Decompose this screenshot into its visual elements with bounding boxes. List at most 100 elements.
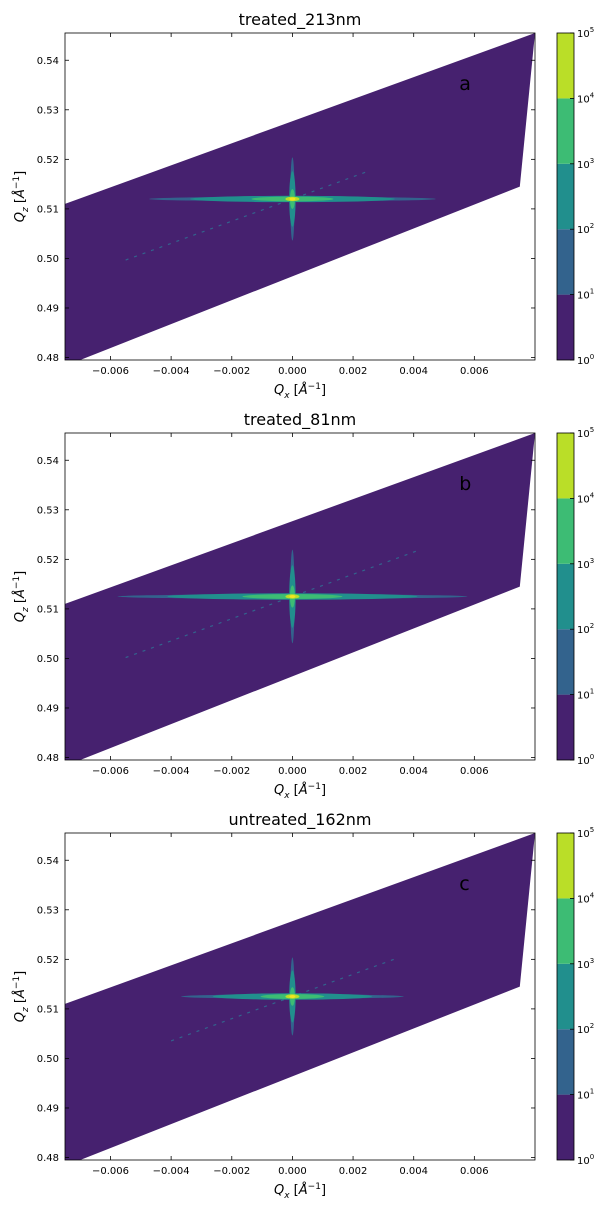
colorbar-tick-label: 105 <box>577 26 594 40</box>
y-tick-label: 0.53 <box>37 105 59 116</box>
colorbar-tick-label: 100 <box>577 1153 594 1167</box>
x-tick-label: 0.000 <box>278 766 307 777</box>
x-tick-label: 0.002 <box>339 766 368 777</box>
colorbar-frame <box>556 432 575 761</box>
x-tick-label: −0.002 <box>213 366 250 377</box>
y-tick-label: 0.50 <box>37 1054 59 1065</box>
x-tick-label: 0.000 <box>278 1166 307 1177</box>
colorbar-tick-label: 101 <box>577 1088 594 1102</box>
chart-title: treated_213nm <box>239 10 362 30</box>
colorbar-segment <box>557 294 574 360</box>
x-tick-label: 0.002 <box>339 1166 368 1177</box>
colorbar-segment <box>557 498 574 564</box>
colorbar-tick-label: 100 <box>577 753 594 767</box>
y-tick-label: 0.53 <box>37 905 59 916</box>
panel-label: b <box>459 473 471 495</box>
peak-core <box>289 995 296 998</box>
colorbar-segment <box>557 1094 574 1160</box>
colorbar-segment <box>557 1029 574 1095</box>
colorbar-tick-label: 105 <box>577 826 594 840</box>
peak-core <box>289 595 296 598</box>
axes-frame <box>64 32 536 361</box>
plot-area <box>65 33 535 360</box>
y-tick-label: 0.51 <box>37 204 59 215</box>
y-tick-label: 0.50 <box>37 254 59 265</box>
y-tick-label: 0.49 <box>37 303 59 314</box>
y-tick-label: 0.52 <box>37 955 59 966</box>
plot-area <box>65 433 535 760</box>
x-tick-label: −0.004 <box>153 366 190 377</box>
colorbar-tick-label: 103 <box>577 557 594 571</box>
colorbar-tick-label: 101 <box>577 688 594 702</box>
x-tick-label: 0.006 <box>460 1166 489 1177</box>
x-tick-label: −0.006 <box>92 766 129 777</box>
colorbar-tick-label: 103 <box>577 957 594 971</box>
colorbar-tick-label: 100 <box>577 353 594 367</box>
y-tick-label: 0.54 <box>37 456 59 467</box>
y-axis-label: Qz [Å−1] <box>12 571 31 622</box>
y-tick-label: 0.52 <box>37 555 59 566</box>
colorbar-tick-label: 101 <box>577 288 594 302</box>
x-axis-label: Qx [Å−1] <box>274 382 326 401</box>
panel-label: a <box>459 73 471 95</box>
axes-frame <box>64 832 536 1161</box>
colorbar-segment <box>557 833 574 899</box>
colorbar-segment <box>557 629 574 695</box>
colorbar-segment <box>557 563 574 630</box>
x-tick-label: 0.000 <box>278 366 307 377</box>
x-tick-label: −0.004 <box>153 1166 190 1177</box>
colorbar-segment <box>557 433 574 499</box>
x-tick-label: −0.006 <box>92 1166 129 1177</box>
colorbar-tick-label: 105 <box>577 426 594 440</box>
chart-title: treated_81nm <box>244 410 357 430</box>
y-tick-label: 0.49 <box>37 703 59 714</box>
colorbar-tick-label: 104 <box>577 491 595 505</box>
y-tick-label: 0.48 <box>37 753 59 764</box>
y-tick-label: 0.49 <box>37 1103 59 1114</box>
colorbar-segment <box>557 694 574 760</box>
y-tick-label: 0.54 <box>37 56 59 67</box>
x-tick-label: −0.002 <box>213 1166 250 1177</box>
colorbar-segment <box>557 898 574 964</box>
x-tick-label: −0.002 <box>213 766 250 777</box>
colorbar-segment <box>557 229 574 295</box>
y-tick-label: 0.51 <box>37 1004 59 1015</box>
y-tick-label: 0.52 <box>37 155 59 166</box>
colorbar-tick-label: 104 <box>577 91 595 105</box>
y-tick-label: 0.51 <box>37 604 59 615</box>
x-axis-label: Qx [Å−1] <box>274 1182 326 1201</box>
chart-title: untreated_162nm <box>229 810 372 830</box>
x-tick-label: −0.004 <box>153 766 190 777</box>
x-tick-label: 0.004 <box>399 1166 428 1177</box>
panel-label: c <box>459 873 469 895</box>
x-tick-label: −0.006 <box>92 366 129 377</box>
diffuse-streak <box>125 549 420 659</box>
y-tick-label: 0.53 <box>37 505 59 516</box>
y-axis-label: Qz [Å−1] <box>12 171 31 222</box>
colorbar-tick-label: 102 <box>577 622 594 636</box>
axes-frame <box>64 432 536 761</box>
plot-area <box>65 833 535 1160</box>
y-tick-label: 0.48 <box>37 1153 59 1164</box>
colorbar-segment <box>557 98 574 164</box>
x-tick-label: 0.004 <box>399 366 428 377</box>
y-tick-label: 0.48 <box>37 353 59 364</box>
x-axis-label: Qx [Å−1] <box>274 782 326 801</box>
colorbar-tick-label: 102 <box>577 1022 594 1036</box>
colorbar-segment <box>557 963 574 1030</box>
colorbar-segment <box>557 163 574 230</box>
y-axis-label: Qz [Å−1] <box>12 971 31 1022</box>
x-tick-label: 0.002 <box>339 366 368 377</box>
y-tick-label: 0.50 <box>37 654 59 665</box>
colorbar-frame <box>556 832 575 1161</box>
colorbar-segment <box>557 33 574 99</box>
colorbar-tick-label: 104 <box>577 891 595 905</box>
colorbar-frame <box>556 32 575 361</box>
x-tick-label: 0.004 <box>399 766 428 777</box>
peak-core <box>289 197 296 201</box>
y-tick-label: 0.54 <box>37 856 59 867</box>
